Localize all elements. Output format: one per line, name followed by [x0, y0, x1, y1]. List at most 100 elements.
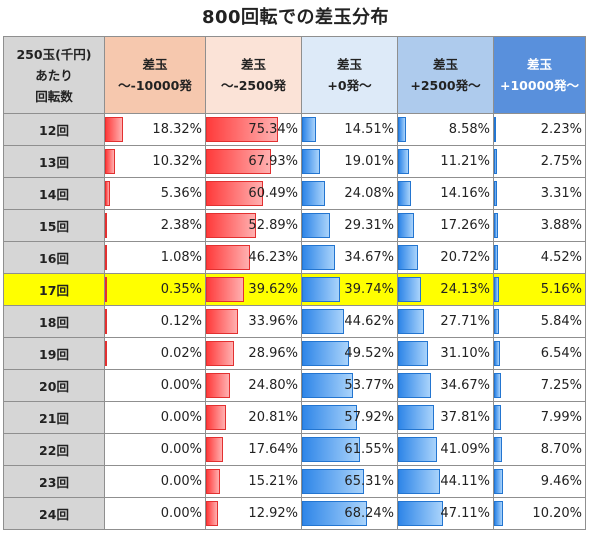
- data-bar: [302, 213, 330, 238]
- cell-value: 0.00%: [160, 410, 202, 425]
- table-cell: 2.75%: [493, 145, 586, 178]
- table-cell: 8.58%: [397, 113, 494, 146]
- data-bar: [302, 117, 316, 142]
- table-cell: 61.55%: [301, 433, 398, 466]
- table-row: 20回 0.00% 24.80% 53.77% 34.67% 7.25%: [3, 369, 586, 402]
- data-bar: [206, 245, 250, 270]
- column-header-line: ～-2500発: [221, 78, 286, 93]
- table-row: 12回 18.32% 75.34% 14.51% 8.58% 2.23%: [3, 113, 586, 146]
- column-header-line: +0発～: [327, 78, 372, 93]
- table-cell: 4.52%: [493, 241, 586, 274]
- row-label: 18回: [3, 305, 105, 338]
- data-bar: [206, 501, 219, 526]
- data-bar: [206, 309, 239, 334]
- data-bar: [105, 149, 116, 174]
- data-bar: [302, 277, 340, 302]
- data-bar: [494, 181, 497, 206]
- table-cell: 28.96%: [205, 337, 302, 370]
- table-cell: 34.67%: [301, 241, 398, 274]
- column-header-line: 差玉: [432, 57, 458, 72]
- table-cell: 9.46%: [493, 465, 586, 498]
- table-cell: 12.92%: [205, 497, 302, 530]
- data-bar: [206, 469, 221, 494]
- data-bar: [105, 309, 107, 334]
- data-bar: [398, 373, 431, 398]
- cell-value: 46.23%: [248, 250, 298, 265]
- cell-value: 0.00%: [160, 474, 202, 489]
- cell-value: 39.62%: [248, 282, 298, 297]
- data-bar: [302, 501, 367, 526]
- table-cell: 0.00%: [104, 401, 206, 434]
- cell-value: 37.81%: [440, 410, 490, 425]
- cell-value: 47.11%: [440, 506, 490, 521]
- data-bar: [302, 373, 354, 398]
- data-bar: [494, 469, 503, 494]
- table-row: 21回 0.00% 20.81% 57.92% 37.81% 7.99%: [3, 401, 586, 434]
- cell-value: 10.20%: [532, 506, 582, 521]
- cell-value: 9.46%: [540, 474, 582, 489]
- cell-value: 8.70%: [540, 442, 582, 457]
- data-bar: [302, 309, 345, 334]
- table-cell: 5.84%: [493, 305, 586, 338]
- data-bar: [105, 213, 108, 238]
- table-cell: 8.70%: [493, 433, 586, 466]
- data-bar: [494, 149, 497, 174]
- column-header-line: ～-10000発: [118, 78, 192, 93]
- data-bar: [398, 117, 407, 142]
- table-row: 24回 0.00% 12.92% 68.24% 47.11% 10.20%: [3, 497, 586, 530]
- cell-value: 14.16%: [440, 186, 490, 201]
- cell-value: 60.49%: [248, 186, 298, 201]
- data-bar: [105, 181, 111, 206]
- table-cell: 15.21%: [205, 465, 302, 498]
- column-header: 差玉 ～-2500発: [205, 36, 302, 114]
- table-cell: 0.00%: [104, 369, 206, 402]
- data-bar: [494, 245, 499, 270]
- data-bar: [302, 405, 358, 430]
- row-label: 20回: [3, 369, 105, 402]
- cell-value: 34.67%: [440, 378, 490, 393]
- page-title: 800回転での差玉分布: [201, 7, 390, 28]
- table-cell: 18.32%: [104, 113, 206, 146]
- cell-value: 5.16%: [540, 282, 582, 297]
- table-cell: 20.72%: [397, 241, 494, 274]
- table-cell: 17.26%: [397, 209, 494, 242]
- column-header-line: 差玉: [142, 57, 168, 72]
- table-cell: 67.93%: [205, 145, 302, 178]
- table-cell: 27.71%: [397, 305, 494, 338]
- table-cell: 65.31%: [301, 465, 398, 498]
- cell-value: 8.58%: [448, 122, 490, 137]
- cell-value: 2.75%: [540, 154, 582, 169]
- corner-header: 250玉(千円) あたり 回転数: [3, 36, 105, 114]
- data-bar: [398, 181, 412, 206]
- row-label: 13回: [3, 145, 105, 178]
- table-cell: 1.08%: [104, 241, 206, 274]
- cell-value: 12.92%: [248, 506, 298, 521]
- table-cell: 39.74%: [301, 273, 398, 306]
- cell-value: 5.84%: [540, 314, 582, 329]
- corner-header-line: 回転数: [35, 88, 73, 104]
- table-cell: 52.89%: [205, 209, 302, 242]
- table-cell: 31.10%: [397, 337, 494, 370]
- table-cell: 0.12%: [104, 305, 206, 338]
- corner-header-line: あたり: [35, 67, 73, 83]
- table-cell: 29.31%: [301, 209, 398, 242]
- data-bar: [494, 117, 497, 142]
- table-cell: 33.96%: [205, 305, 302, 338]
- cell-value: 0.00%: [160, 506, 202, 521]
- data-bar: [206, 405, 226, 430]
- data-bar: [398, 341, 428, 366]
- row-label: 22回: [3, 433, 105, 466]
- table-row: 13回 10.32% 67.93% 19.01% 11.21% 2.75%: [3, 145, 586, 178]
- cell-value: 61.55%: [344, 442, 394, 457]
- cell-value: 24.08%: [344, 186, 394, 201]
- data-bar: [494, 437, 502, 462]
- cell-value: 0.02%: [160, 346, 202, 361]
- table-cell: 14.51%: [301, 113, 398, 146]
- data-bar: [302, 181, 325, 206]
- data-bar: [105, 341, 107, 366]
- cell-value: 19.01%: [344, 154, 394, 169]
- cell-value: 44.11%: [440, 474, 490, 489]
- cell-value: 24.13%: [440, 282, 490, 297]
- table-cell: 0.00%: [104, 433, 206, 466]
- cell-value: 18.32%: [152, 122, 202, 137]
